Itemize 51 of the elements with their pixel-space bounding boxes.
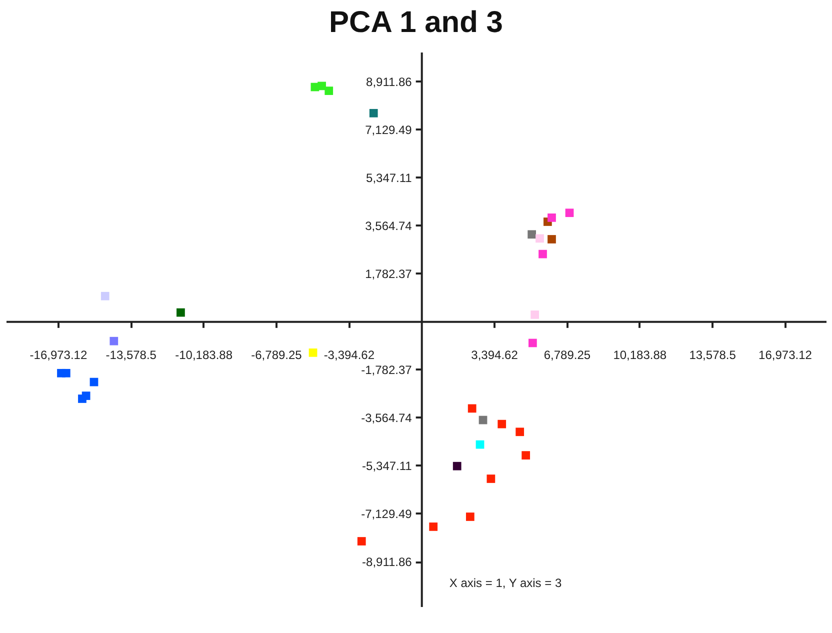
y-tick-label: 5,347.11 (366, 170, 412, 185)
point (176, 308, 185, 317)
y-tick-label: -1,782.37 (361, 362, 412, 377)
y-tick-label: -8,911.86 (362, 555, 412, 570)
x-tick-label: 13,578.5 (689, 348, 736, 362)
point (369, 108, 378, 118)
point (522, 451, 530, 460)
x-tick-label: -10,183.88 (175, 348, 233, 362)
point (476, 440, 484, 449)
y-tick-label: 8,911.86 (366, 74, 412, 89)
y-tick-label: 3,564.74 (365, 218, 412, 233)
x-tick-label: 3,394.62 (471, 348, 518, 362)
point (486, 474, 496, 483)
annotation: X axis = 1, Y axis = 3 (449, 576, 562, 590)
point (530, 310, 540, 319)
x-tick-label: 6,789.25 (544, 348, 591, 362)
point (324, 86, 334, 95)
point (318, 82, 326, 90)
x-tick-label: 16,973.12 (758, 348, 812, 362)
point (466, 512, 474, 521)
x-tick-label: -13,578.5 (106, 348, 157, 362)
y-tick-label: -5,347.11 (362, 458, 412, 473)
point (100, 292, 110, 300)
point (78, 394, 86, 403)
point (548, 235, 556, 244)
point (110, 336, 118, 346)
y-tick-label: -3,564.74 (361, 410, 412, 425)
point (357, 537, 366, 546)
point (478, 416, 488, 424)
point (516, 428, 524, 436)
point (468, 404, 476, 413)
point (429, 522, 438, 531)
point (90, 378, 98, 386)
point (452, 462, 462, 470)
point (565, 208, 574, 218)
x-tick-label: -6,789.25 (251, 348, 302, 362)
point (62, 368, 70, 378)
x-tick-label: 10,183.88 (613, 348, 667, 362)
x-tick-label: -16,973.12 (30, 348, 88, 362)
point (308, 348, 318, 357)
point (538, 250, 547, 258)
chart-title: PCA 1 and 3 (329, 6, 503, 39)
y-tick-label: 7,129.49 (365, 122, 412, 137)
point (498, 420, 506, 428)
point (548, 214, 556, 222)
y-tick-label: 1,782.37 (365, 266, 412, 281)
point (528, 230, 536, 239)
point (528, 338, 537, 348)
point (536, 234, 544, 243)
y-tick-label: -7,129.49 (361, 507, 412, 521)
x-tick-label: -3,394.62 (324, 348, 375, 362)
